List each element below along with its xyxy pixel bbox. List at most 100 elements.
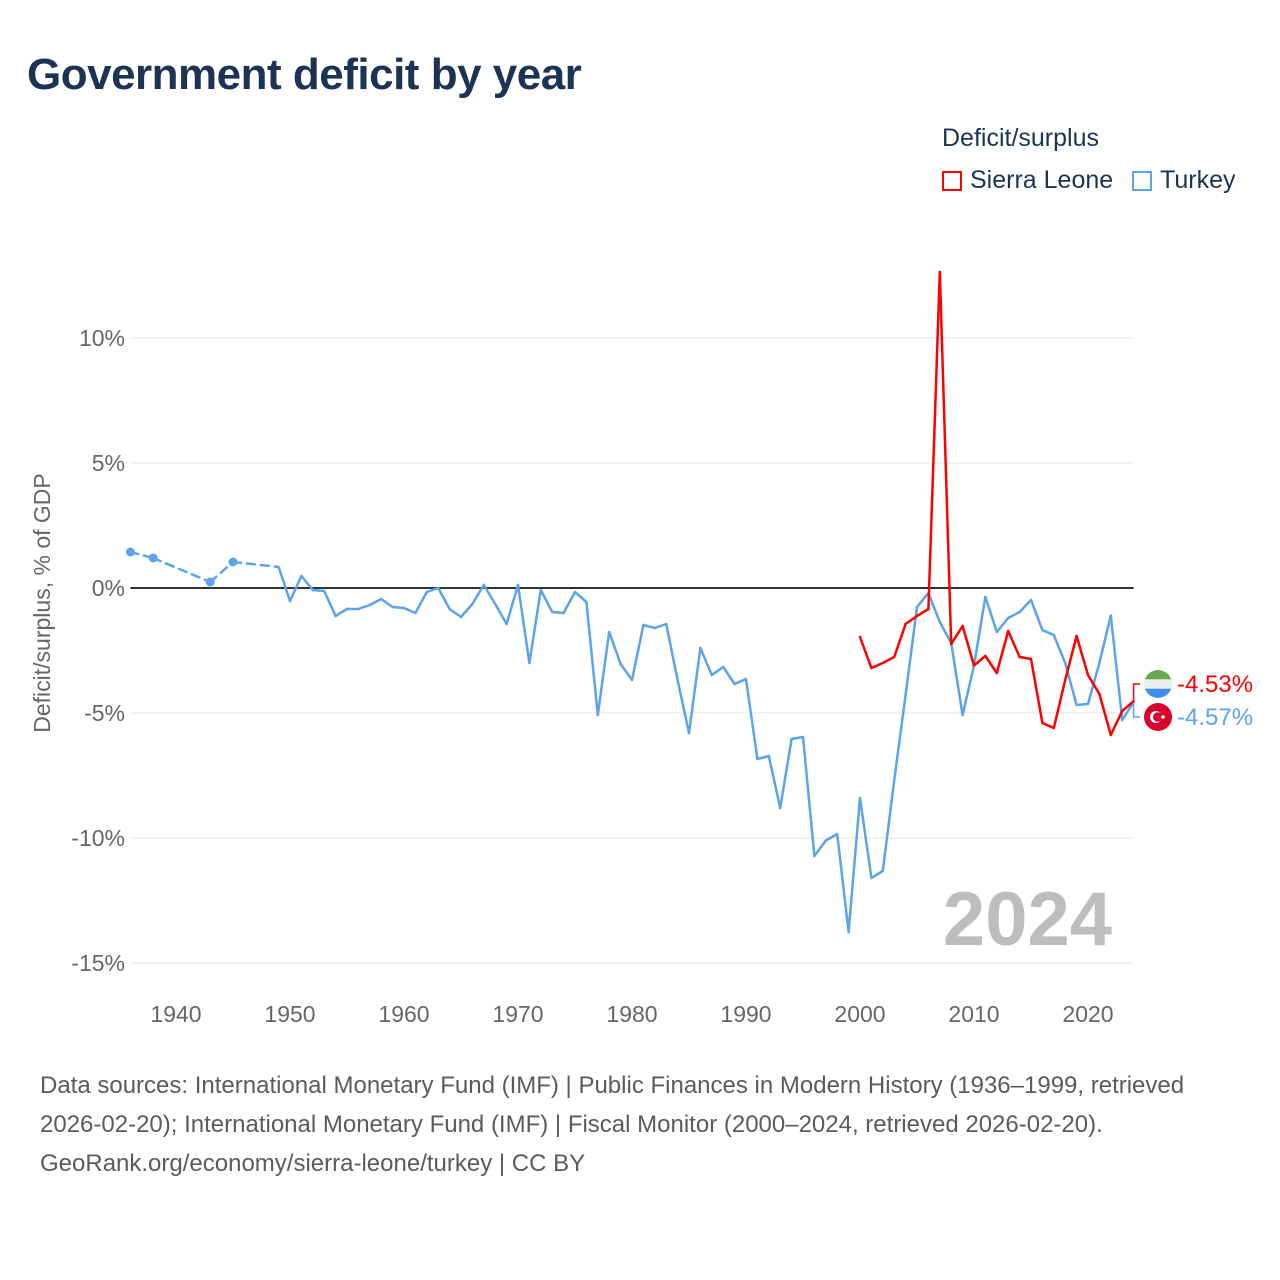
credit-text: GeoRank.org/economy/sierra-leone/turkey …	[40, 1150, 586, 1177]
series-segment-sierra-leone	[1018, 655, 1033, 661]
series-segment-sierra-leone	[927, 270, 942, 611]
series-segment-sierra-leone	[1109, 709, 1124, 737]
series-segment-sierra-leone	[1006, 629, 1021, 659]
sources-footer: Data sources: International Monetary Fun…	[40, 1066, 1240, 1183]
series-segment-turkey	[391, 605, 406, 610]
legend-item-sierra-leone[interactable]: Sierra Leone	[942, 166, 1113, 195]
series-segment-turkey	[448, 607, 463, 619]
series-segment-turkey	[995, 616, 1010, 634]
y-tick-label: -5%	[84, 700, 125, 726]
legend-title: Deficit/surplus	[942, 124, 1099, 152]
series-segment-turkey	[322, 589, 337, 618]
series-segment-sierra-leone	[1063, 634, 1078, 682]
series-segment-sierra-leone	[915, 607, 930, 618]
series-segment-turkey	[459, 602, 474, 619]
legend-label: Turkey	[1160, 166, 1236, 194]
series-segment-turkey	[904, 605, 919, 697]
y-tick-label: 10%	[79, 325, 125, 351]
series-segment-sierra-leone	[1098, 692, 1113, 737]
y-tick-label: -15%	[71, 950, 125, 976]
series-segment-turkey	[528, 588, 543, 665]
y-tick-label: 0%	[92, 575, 125, 601]
series-segment-turkey	[1109, 614, 1124, 722]
legend-swatch-turkey	[1132, 170, 1152, 191]
series-segment-turkey	[790, 735, 805, 741]
x-tick-label: 1950	[264, 1001, 315, 1027]
series-segment-turkey	[607, 630, 622, 666]
series-segment-turkey	[915, 591, 930, 609]
series-segment-turkey	[1041, 628, 1056, 637]
series-segment-turkey	[1075, 702, 1090, 707]
series-segment-sierra-leone	[995, 629, 1010, 675]
flag-sierra-leone-green	[1144, 670, 1172, 680]
flag-sierra-leone-blue	[1144, 688, 1172, 698]
series-segment-turkey	[961, 664, 976, 717]
flag-turkey-star	[1161, 715, 1165, 719]
series-segment-turkey	[516, 583, 531, 665]
series-segment-turkey	[550, 610, 565, 615]
series-segment-turkey	[733, 677, 748, 686]
data-point-turkey	[125, 547, 135, 557]
series-segment-turkey	[972, 595, 987, 667]
series-segment-sierra-leone	[1086, 673, 1101, 696]
series-segment-turkey	[414, 590, 429, 615]
series-segment-turkey	[824, 832, 839, 842]
series-segment-turkey	[311, 588, 326, 593]
x-tick-label: 2010	[948, 1001, 999, 1027]
series-segment-turkey	[687, 646, 702, 735]
series-segment-turkey	[892, 693, 907, 782]
connector-sierra-leone	[1132, 683, 1140, 702]
y-tick-label: 5%	[92, 450, 125, 476]
x-tick-label: 1990	[720, 1001, 771, 1027]
end-label-turkey: -4.57%	[1177, 704, 1253, 731]
series-segment-sierra-leone	[892, 622, 907, 659]
x-tick-label: 1940	[150, 1001, 201, 1027]
series-segment-turkey	[778, 737, 793, 810]
series-segment-turkey	[699, 646, 714, 677]
series-segment-turkey	[676, 678, 691, 735]
connector-turkey	[1132, 702, 1140, 718]
series-segment-turkey	[562, 590, 577, 615]
legend-swatch-sierra-leone	[942, 170, 962, 191]
data-point-turkey	[148, 553, 158, 563]
series-segment-turkey	[471, 583, 486, 606]
series-segment-turkey	[379, 597, 394, 609]
y-tick-label: -10%	[71, 825, 125, 851]
flag-turkey-crescent-cut	[1153, 712, 1163, 722]
line-chart: 10% 5% 0% -5% -10% -15% 1940 1950 1960 1970 1980 19…	[29, 270, 1253, 1027]
series-segment-turkey	[744, 677, 759, 761]
series-segment-turkey	[721, 665, 736, 686]
series-segment-sierra-leone	[949, 624, 964, 646]
series-segment-sierra-leone	[938, 270, 953, 646]
year-watermark: 2024	[943, 877, 1112, 962]
legend-item-turkey[interactable]: Turkey	[1132, 166, 1235, 195]
series-segment-turkey	[493, 602, 508, 626]
series-segment-turkey	[870, 869, 885, 880]
flag-sierra-leone-white	[1144, 679, 1172, 689]
series-segment-turkey	[402, 606, 417, 615]
series-segment-turkey	[1098, 614, 1113, 665]
series-segment-turkey	[984, 595, 999, 634]
series-segment-sierra-leone	[904, 614, 919, 626]
series-segment-turkey	[1029, 598, 1044, 632]
series-segment-turkey	[208, 560, 235, 584]
series-segment-turkey	[231, 560, 280, 569]
series-segment-turkey	[642, 623, 657, 630]
series-segment-turkey	[425, 586, 440, 594]
series-segment-turkey	[277, 565, 292, 603]
x-tick-label: 1960	[378, 1001, 429, 1027]
series-segment-turkey	[151, 556, 212, 584]
series-segment-sierra-leone	[870, 661, 885, 670]
series-segment-sierra-leone	[1029, 657, 1044, 725]
series-segment-turkey	[1052, 633, 1067, 665]
series-segment-sierra-leone	[1052, 678, 1067, 730]
series-segment-sierra-leone	[1075, 634, 1090, 677]
end-label-sierra-leone: -4.53%	[1177, 671, 1253, 698]
series-segment-sierra-leone	[1120, 700, 1135, 713]
series-segment-sierra-leone	[1041, 721, 1056, 730]
series-segment-sierra-leone	[972, 654, 987, 667]
series-segment-turkey	[847, 796, 862, 934]
series-segment-turkey	[1120, 701, 1135, 722]
series-segment-turkey	[1018, 598, 1033, 614]
series-segment-turkey	[573, 590, 588, 604]
